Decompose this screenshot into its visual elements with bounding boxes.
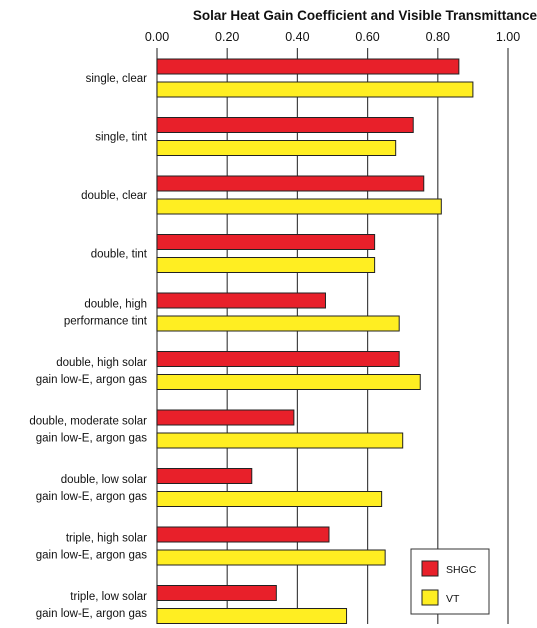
category-label: double, clear [81,190,147,202]
bar-vt [156,140,397,156]
bar-vt [156,315,400,332]
x-tick-label: 1.00 [496,30,520,44]
category-label: gain low-E, argon gas [36,491,147,503]
bar-shgc [156,351,400,367]
category-label: gain low-E, argon gas [36,608,147,620]
bar-vt [156,81,474,98]
category-label: gain low-E, argon gas [36,374,147,386]
legend: SHGC VT [410,548,490,615]
category-label: triple, high solar [66,533,147,545]
bars [156,58,474,624]
bar-vt [156,432,404,449]
bar-vt [156,257,376,273]
bar-shgc [156,175,425,192]
x-axis-ticks: 0.00 0.20 0.40 0.60 0.80 1.00 [145,30,520,44]
category-label: single, clear [86,73,148,85]
bar-shgc [156,585,277,601]
category-label: gain low-E, argon gas [36,550,147,562]
bar-shgc [156,292,326,309]
category-label: double, low solar [61,474,147,486]
bar-vt [156,198,442,215]
bar-vt [156,491,383,507]
bar-shgc [156,58,460,75]
category-label: double, high solar [56,357,147,369]
bar-shgc [156,468,253,484]
legend-swatch-vt [421,589,439,606]
category-label: performance tint [64,316,148,328]
x-tick-label: 0.00 [145,30,169,44]
bar-shgc [156,234,376,250]
category-labels: single, clear single, tint double, clear do… [29,73,147,620]
x-tick-label: 0.60 [355,30,379,44]
x-tick-label: 0.20 [215,30,239,44]
category-label: triple, low solar [70,591,147,603]
category-label: single, tint [95,132,148,144]
legend-label: SHGC [446,564,477,576]
bar-shgc [156,409,295,426]
legend-swatch-shgc [421,560,439,577]
category-label: gain low-E, argon gas [36,433,147,445]
chart-title: Solar Heat Gain Coefficient and Visible … [193,8,537,23]
bar-vt [156,549,386,566]
bar-vt [156,608,348,624]
category-label: double, moderate solar [29,416,147,428]
bar-shgc [156,526,330,543]
legend-label: VT [446,593,460,605]
bar-shgc [156,117,414,133]
x-tick-label: 0.80 [426,30,450,44]
category-label: double, high [84,299,147,311]
x-tick-label: 0.40 [285,30,309,44]
bar-vt [156,374,421,390]
category-label: double, tint [91,249,148,261]
